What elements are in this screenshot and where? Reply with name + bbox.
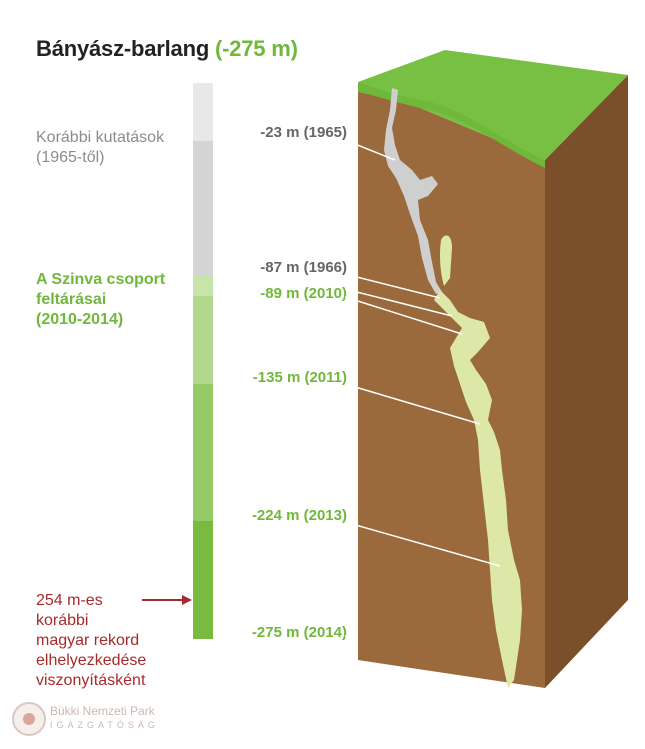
record-arrow-icon bbox=[142, 595, 192, 605]
label-record-note: 254 m-es korábbi magyar rekord elhelyezk… bbox=[36, 591, 146, 691]
title-cave-name: Bányász-barlang bbox=[36, 36, 210, 61]
scale-segment-2010 bbox=[193, 276, 213, 296]
scale-segment-2013 bbox=[193, 384, 213, 521]
label-line: (1965-től) bbox=[36, 149, 105, 166]
scale-segment-1966 bbox=[193, 141, 213, 276]
label-line: viszonyításként bbox=[36, 672, 146, 689]
label-szinva-group: A Szinva csoport feltárásai (2010-2014) bbox=[36, 270, 165, 330]
marker-line-87 bbox=[344, 273, 441, 299]
depth-scale-bar bbox=[193, 83, 213, 639]
depth-label-275: -275 m (2014) bbox=[251, 624, 347, 641]
label-line: feltárásai bbox=[36, 291, 107, 308]
park-logo: Bükki Nemzeti Park IGAZGATÓSÁG bbox=[10, 700, 180, 740]
grass-front-edge bbox=[358, 82, 545, 168]
marker-line-224 bbox=[344, 521, 501, 567]
scale-segment-2011 bbox=[193, 296, 213, 384]
depth-label-87: -87 m (1966) bbox=[260, 259, 347, 276]
scale-segment-2014 bbox=[193, 521, 213, 639]
label-line: A Szinva csoport bbox=[36, 271, 166, 288]
cave-passage-lower bbox=[434, 290, 522, 688]
depth-label-224: -224 m (2013) bbox=[251, 507, 347, 524]
park-emblem-icon bbox=[12, 702, 46, 736]
depth-label-89: -89 m (2010) bbox=[260, 285, 347, 302]
marker-line-275 bbox=[344, 635, 359, 641]
marker-line-23 bbox=[344, 139, 396, 161]
label-line: (2010-2014) bbox=[36, 311, 124, 328]
logo-name: Bükki Nemzeti Park bbox=[50, 704, 155, 718]
depth-label-23: -23 m (1965) bbox=[260, 124, 347, 141]
logo-sub: IGAZGATÓSÁG bbox=[50, 720, 159, 730]
cave-side-chamber bbox=[440, 235, 452, 286]
label-line: magyar rekord bbox=[36, 632, 140, 649]
cave-passage-upper bbox=[384, 88, 442, 294]
label-line: 254 m-es bbox=[36, 592, 103, 609]
label-line: elhelyezkedése bbox=[36, 652, 147, 669]
title-depth: (-275 m) bbox=[214, 36, 298, 61]
page-title: Bányász-barlang (-275 m) bbox=[36, 36, 298, 62]
marker-line-89 bbox=[344, 296, 463, 335]
grass-top bbox=[358, 50, 628, 160]
label-line: korábbi bbox=[36, 612, 89, 629]
depth-label-135: -135 m (2011) bbox=[252, 369, 347, 386]
soil-side-face bbox=[545, 75, 628, 688]
scale-segment-1965 bbox=[193, 83, 213, 141]
marker-line-135 bbox=[344, 383, 481, 425]
label-earlier-research: Korábbi kutatások (1965-től) bbox=[36, 128, 164, 168]
label-line: Korábbi kutatások bbox=[36, 129, 165, 146]
marker-line-89b bbox=[344, 288, 453, 317]
